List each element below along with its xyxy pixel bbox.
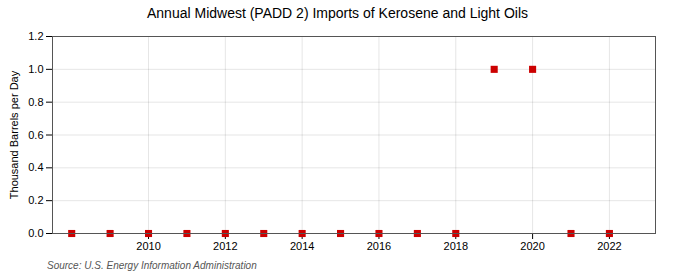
svg-text:1.0: 1.0 xyxy=(28,63,43,75)
svg-text:2020: 2020 xyxy=(520,240,544,252)
svg-text:2010: 2010 xyxy=(136,240,160,252)
svg-text:2012: 2012 xyxy=(213,240,237,252)
svg-text:0.4: 0.4 xyxy=(28,161,43,173)
html-text:Source: U.S. Energy Informatio: Source: U.S. Energy Information Administ… xyxy=(47,260,257,271)
svg-text:0.8: 0.8 xyxy=(28,96,43,108)
svg-text:2014: 2014 xyxy=(290,240,314,252)
svg-text:2018: 2018 xyxy=(444,240,468,252)
svg-text:0.6: 0.6 xyxy=(28,129,43,141)
svg-text:2022: 2022 xyxy=(597,240,621,252)
svg-text:0.0: 0.0 xyxy=(28,227,43,239)
svg-text:2016: 2016 xyxy=(367,240,391,252)
svg-text:1.2: 1.2 xyxy=(28,30,43,42)
html-text:Annual Midwest (PADD 2) Import: Annual Midwest (PADD 2) Imports of Keros… xyxy=(147,5,528,21)
svg-text:0.2: 0.2 xyxy=(28,194,43,206)
svg-text:Thousand Barrels per Day: Thousand Barrels per Day xyxy=(8,70,20,199)
